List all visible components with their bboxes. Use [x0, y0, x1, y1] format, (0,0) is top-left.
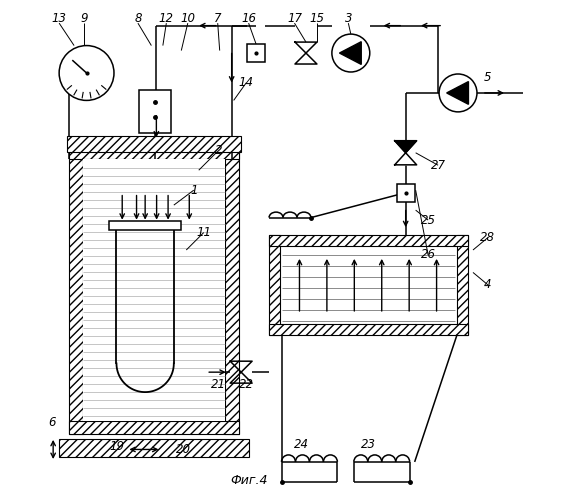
- Text: 25: 25: [421, 214, 436, 226]
- Bar: [268, 235, 468, 246]
- Text: 28: 28: [481, 231, 496, 244]
- Polygon shape: [395, 153, 417, 165]
- Bar: [66, 136, 241, 152]
- Text: 3: 3: [344, 12, 352, 24]
- Text: 13: 13: [51, 12, 66, 24]
- Text: 11: 11: [196, 226, 211, 239]
- Circle shape: [332, 34, 370, 72]
- Text: 4: 4: [484, 278, 492, 291]
- Text: Фиг.4: Фиг.4: [230, 474, 267, 487]
- Text: 24: 24: [294, 438, 309, 451]
- Text: 19: 19: [109, 440, 124, 454]
- Circle shape: [439, 74, 477, 112]
- Circle shape: [59, 46, 114, 100]
- Bar: [69, 146, 83, 435]
- Polygon shape: [447, 82, 469, 104]
- Text: 8: 8: [134, 12, 142, 24]
- Bar: [59, 440, 249, 457]
- Text: 17: 17: [287, 12, 302, 24]
- Text: 10: 10: [180, 12, 195, 24]
- Text: 14: 14: [239, 76, 254, 90]
- Text: 7: 7: [214, 12, 222, 24]
- Bar: [268, 235, 279, 335]
- Bar: [224, 146, 239, 435]
- Polygon shape: [339, 42, 361, 64]
- Bar: [457, 235, 468, 335]
- Text: 9: 9: [80, 12, 88, 24]
- Bar: [69, 420, 239, 434]
- Text: 21: 21: [211, 378, 226, 391]
- Bar: [139, 90, 171, 133]
- Text: 20: 20: [177, 443, 192, 456]
- Text: 27: 27: [430, 158, 445, 172]
- Text: 12: 12: [159, 12, 174, 24]
- Bar: [83, 160, 224, 420]
- Text: 6: 6: [48, 416, 55, 428]
- Bar: [69, 146, 239, 160]
- Text: 22: 22: [239, 378, 254, 391]
- Text: 16: 16: [241, 12, 256, 24]
- Bar: [268, 324, 468, 335]
- Text: 15: 15: [310, 12, 325, 24]
- Text: 2: 2: [215, 144, 223, 157]
- Text: 26: 26: [421, 248, 436, 262]
- Text: 1: 1: [190, 184, 197, 196]
- Text: 23: 23: [361, 438, 376, 451]
- Bar: [109, 221, 181, 230]
- Bar: [397, 184, 415, 202]
- Text: 5: 5: [484, 72, 492, 85]
- Polygon shape: [395, 140, 417, 153]
- Bar: [247, 44, 265, 62]
